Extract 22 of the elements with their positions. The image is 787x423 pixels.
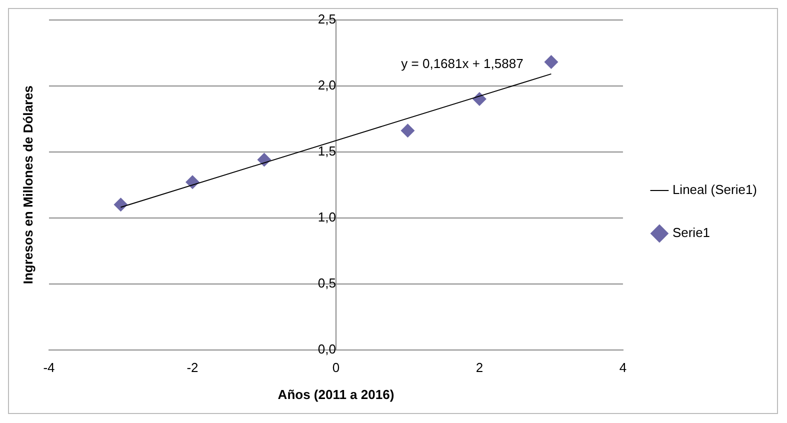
x-tick-label: 4 [619, 360, 627, 376]
y-tick-label: 1,0 [318, 209, 336, 224]
legend-label: Lineal (Serie1) [672, 182, 757, 198]
x-tick-label: -4 [43, 360, 55, 376]
x-tick-label: 0 [332, 360, 340, 376]
y-tick-label: 0,0 [318, 341, 336, 356]
y-tick-label: 1,5 [318, 143, 336, 158]
y-tick-label: 2,5 [318, 11, 336, 26]
x-tick-label: 2 [476, 360, 484, 376]
x-tick-label: -2 [186, 360, 198, 376]
point [400, 124, 415, 138]
point [472, 92, 486, 106]
annotation: y = 0,1681x + 1,5887 [401, 56, 524, 71]
point [257, 152, 272, 167]
point [114, 198, 128, 212]
y-tick-label: 0,5 [318, 275, 336, 290]
point [544, 55, 558, 70]
y-axis-title: Ingresos en Millones de Dólares [20, 85, 36, 284]
y-tick-label: 2,0 [318, 77, 336, 92]
legend-label: Serie1 [672, 225, 710, 240]
point [185, 175, 200, 190]
x-axis-title: Años (2011 a 2016) [278, 386, 394, 402]
